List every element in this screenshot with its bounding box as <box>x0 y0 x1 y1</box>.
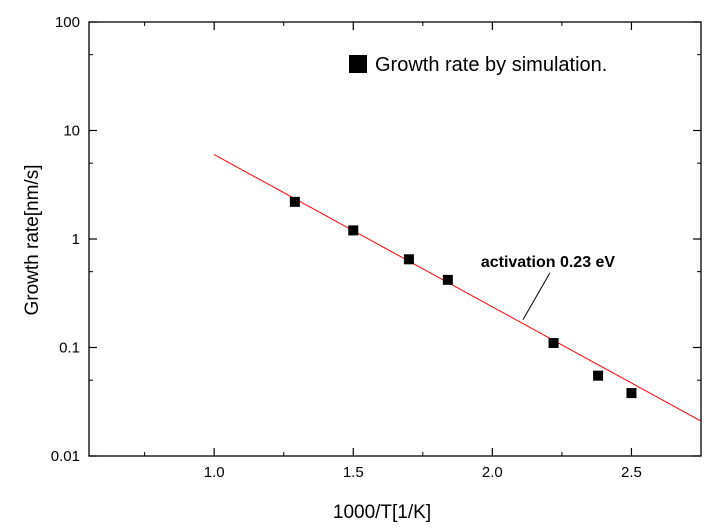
y-axis-title: Growth rate[nm/s] <box>22 165 43 316</box>
x-tick-label: 1.0 <box>204 464 225 481</box>
data-point <box>626 388 637 399</box>
data-point <box>442 274 453 285</box>
axis-ticks: 1.0 1.5 2.0 2.5 0.01 0.1 1 10 100 <box>51 14 701 481</box>
plot-frame <box>88 21 702 457</box>
data-points <box>289 196 637 399</box>
plot-border <box>88 21 702 457</box>
y-tick-label: 1 <box>72 231 80 248</box>
annotation-text: activation 0.23 eV <box>481 254 616 271</box>
y-tick-label: 10 <box>63 123 80 140</box>
y-tick-label: 0.1 <box>59 340 80 357</box>
fit-line <box>213 154 702 422</box>
x-axis-title: 1000/T[1/K] <box>333 502 431 523</box>
data-point <box>348 225 359 236</box>
data-point <box>289 196 300 207</box>
annotation-layer: activation 0.23 eV <box>481 254 616 321</box>
annotation-leader-line <box>522 272 551 321</box>
data-point <box>593 370 604 381</box>
data-point <box>403 254 414 265</box>
x-tick-label: 2.0 <box>482 464 503 481</box>
legend: Growth rate by simulation. <box>349 54 607 76</box>
legend-marker <box>349 55 367 73</box>
y-tick-label: 0.01 <box>51 448 80 465</box>
fit-line-layer <box>213 154 702 422</box>
data-point <box>548 338 559 349</box>
legend-label: Growth rate by simulation. <box>375 54 607 76</box>
x-tick-label: 2.5 <box>621 464 642 481</box>
x-tick-label: 1.5 <box>343 464 364 481</box>
y-tick-label: 100 <box>55 14 80 31</box>
